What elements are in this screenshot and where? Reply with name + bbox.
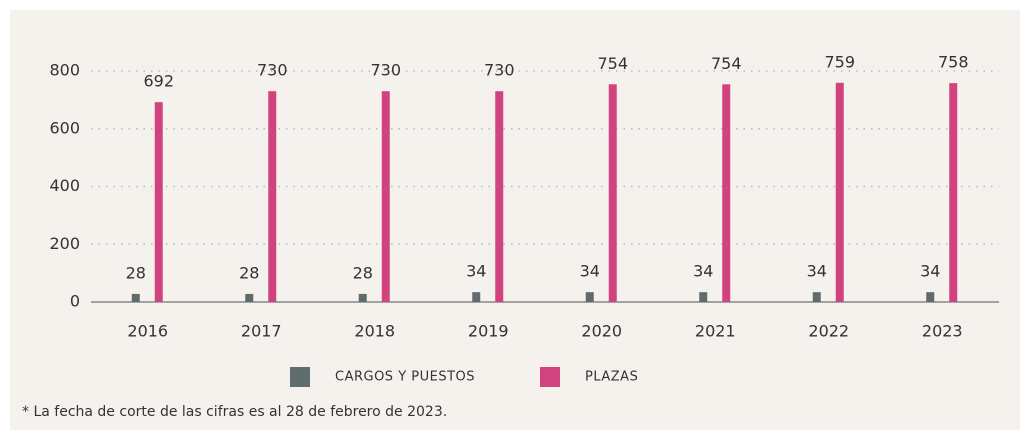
- legend-label: CARGOS Y PUESTOS: [335, 370, 475, 385]
- x-tick-label: 2023: [922, 322, 963, 341]
- legend-swatch: [540, 367, 560, 387]
- bar: [812, 292, 821, 302]
- bar: [358, 293, 367, 302]
- y-tick-label: 200: [49, 234, 80, 253]
- data-label: 34: [466, 262, 486, 281]
- data-label: 754: [711, 54, 742, 73]
- x-tick-label: 2017: [241, 322, 282, 341]
- y-tick-label: 600: [49, 118, 80, 137]
- data-label: 34: [693, 262, 713, 281]
- x-tick-label: 2016: [127, 322, 168, 341]
- y-tick-label: 400: [49, 176, 80, 195]
- data-label: 28: [239, 263, 259, 282]
- bar: [835, 82, 844, 303]
- bar: [585, 292, 594, 302]
- legend-swatch: [290, 367, 310, 387]
- bar: [608, 84, 617, 302]
- bar: [722, 84, 731, 302]
- bar: [472, 292, 481, 302]
- data-label: 758: [938, 53, 969, 72]
- bar: [699, 292, 708, 302]
- x-tick-label: 2018: [354, 322, 395, 341]
- y-tick-label: 0: [70, 292, 80, 311]
- bar: [268, 91, 277, 303]
- x-tick-label: 2022: [808, 322, 849, 341]
- x-tick-label: 2020: [581, 322, 622, 341]
- bar: [154, 102, 163, 302]
- data-label: 692: [143, 72, 174, 91]
- bar: [495, 91, 504, 303]
- bar: [245, 293, 254, 302]
- data-label: 28: [353, 263, 373, 282]
- bar: [381, 91, 390, 303]
- data-label: 730: [257, 61, 288, 80]
- bar: [949, 83, 958, 302]
- data-label: 34: [580, 262, 600, 281]
- x-tick-label: 2019: [468, 322, 509, 341]
- data-label: 754: [597, 54, 628, 73]
- legend-label: PLAZAS: [585, 370, 638, 385]
- data-label: 34: [807, 262, 827, 281]
- data-label: 34: [920, 262, 940, 281]
- panel: [10, 10, 1020, 430]
- data-label: 730: [484, 61, 515, 80]
- bar: [131, 293, 140, 302]
- data-label: 28: [126, 263, 146, 282]
- footnote: * La fecha de corte de las cifras es al …: [22, 404, 447, 420]
- data-label: 730: [370, 61, 401, 80]
- y-tick-label: 800: [49, 61, 80, 80]
- x-tick-label: 2021: [695, 322, 736, 341]
- data-label: 759: [824, 52, 855, 71]
- bar: [926, 292, 935, 302]
